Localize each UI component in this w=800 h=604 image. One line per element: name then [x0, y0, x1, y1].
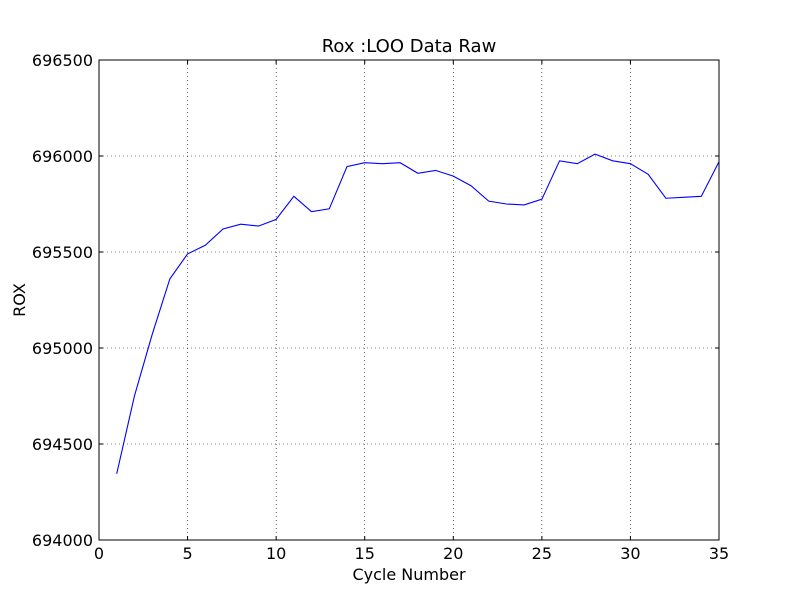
y-tick-label: 694500	[32, 435, 93, 454]
y-tick-label: 696000	[32, 147, 93, 166]
series-layer	[116, 153, 720, 474]
x-tick-label: 30	[620, 544, 640, 563]
x-axis-label: Cycle Number	[352, 565, 466, 584]
y-tick-label: 694000	[32, 531, 93, 550]
chart-title: Rox :LOO Data Raw	[322, 36, 497, 57]
y-tick-label: 695500	[32, 243, 93, 262]
y-axis-label: ROX	[10, 283, 29, 317]
x-tick-label: 25	[532, 544, 552, 563]
x-tick-label: 10	[266, 544, 286, 563]
x-tick-label: 35	[709, 544, 729, 563]
tick-layer: 0 5 10 15 20 25 30 35 694000 694500 695000 695500 69…	[32, 51, 729, 563]
grid-layer	[99, 60, 719, 540]
x-tick-label: 5	[182, 544, 192, 563]
series-line	[116, 153, 720, 474]
y-tick-label: 696500	[32, 51, 93, 70]
plot-frame	[98, 59, 720, 541]
plot-area-background	[99, 60, 719, 540]
x-tick-label: 0	[94, 544, 104, 563]
x-tick-label: 15	[355, 544, 375, 563]
x-tick-label: 20	[443, 544, 463, 563]
y-tick-label: 695000	[32, 339, 93, 358]
